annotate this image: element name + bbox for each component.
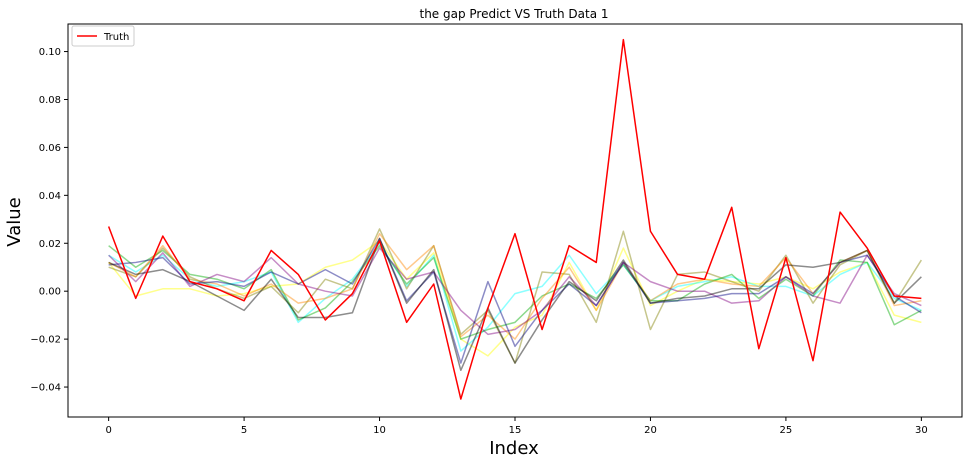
legend: Truth	[71, 25, 135, 47]
y-tick-label: 0.02	[39, 239, 61, 250]
prediction-series-group	[108, 228, 922, 372]
prediction-line-1	[108, 240, 922, 357]
prediction-line-2	[108, 242, 922, 352]
x-tick-label: 15	[509, 425, 522, 436]
x-tick-label: 5	[241, 425, 247, 436]
x-axis-title: Index	[489, 438, 539, 459]
prediction-line-6	[108, 247, 922, 336]
y-tick-label: −0.04	[30, 383, 61, 394]
y-tick-label: 0.06	[39, 143, 61, 154]
y-tick-label: 0.00	[39, 287, 61, 298]
y-tick-label: 0.08	[39, 95, 61, 106]
prediction-line-4	[108, 228, 922, 364]
prediction-line-8	[108, 237, 922, 372]
x-tick-label: 25	[780, 425, 793, 436]
legend-truth-label: Truth	[103, 32, 129, 43]
chart-title: the gap Predict VS Truth Data 1	[419, 7, 608, 21]
prediction-line-3	[108, 244, 922, 340]
x-axis: 0 5 10 15 20 25 30	[105, 417, 928, 436]
truth-line	[107, 38, 922, 400]
y-tick-label: 0.10	[39, 47, 61, 58]
y-axis-title: Value	[4, 197, 25, 246]
x-tick-label: 0	[105, 425, 111, 436]
x-tick-label: 30	[915, 425, 928, 436]
y-tick-label: 0.04	[39, 191, 61, 202]
x-tick-label: 20	[644, 425, 657, 436]
x-tick-label: 10	[373, 425, 386, 436]
plot-frame	[67, 23, 963, 418]
prediction-line-7	[108, 237, 922, 364]
legend-box	[71, 25, 135, 47]
y-tick-label: −0.02	[30, 335, 61, 346]
truth-series-group	[107, 38, 922, 400]
y-axis: −0.04 −0.02 0.00 0.02 0.04 0.06 0.08 0.10	[30, 47, 68, 394]
